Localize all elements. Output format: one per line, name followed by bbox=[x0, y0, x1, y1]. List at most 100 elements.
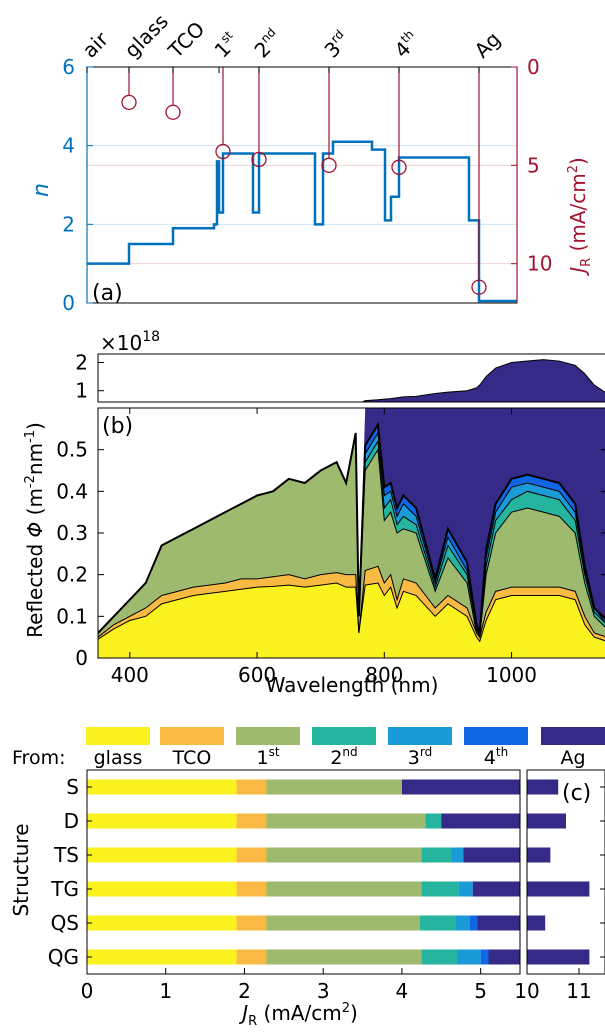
jr-x-tick-label: 5 bbox=[474, 979, 487, 1003]
panel-c-left-frame bbox=[86, 769, 521, 975]
legend-label-main: 1 bbox=[256, 747, 268, 769]
refractive-index-profile bbox=[87, 140, 517, 303]
panel-c-bars: SD TS TG QS QG bbox=[48, 775, 605, 969]
jr-x-close: ) bbox=[350, 1001, 358, 1025]
bar-TCO bbox=[236, 779, 267, 795]
legend-label: 1st bbox=[256, 745, 279, 769]
bar-Ag-right bbox=[527, 915, 546, 931]
layer-label: glass bbox=[120, 9, 173, 62]
legend-label-sup: nd bbox=[342, 745, 357, 759]
panel-b-label: (b) bbox=[102, 414, 133, 439]
n-tick-label: 4 bbox=[62, 134, 75, 158]
n-tick-label: 0 bbox=[62, 291, 75, 315]
layer-label: Ag bbox=[470, 27, 506, 63]
bar-1st bbox=[266, 949, 422, 965]
bar-TCO bbox=[236, 915, 267, 931]
jr-tick-label: 0 bbox=[527, 55, 540, 79]
bar-1st bbox=[266, 813, 426, 829]
bar-glass bbox=[87, 949, 237, 965]
structure-tick-label: D bbox=[64, 809, 79, 833]
jr-tick-label: 10 bbox=[527, 252, 552, 276]
jr-tick-label: 5 bbox=[527, 153, 540, 177]
bar-Ag-right bbox=[527, 949, 590, 965]
jr-marker bbox=[121, 94, 137, 111]
bar-TCO bbox=[236, 949, 267, 965]
panel-a-label: (a) bbox=[92, 281, 123, 306]
bar-2nd bbox=[421, 881, 459, 897]
legend-swatch bbox=[236, 727, 300, 745]
panel-a-grid bbox=[87, 66, 517, 304]
upper-multiplier-base: ×10 bbox=[100, 331, 142, 355]
legend-label-main: 2 bbox=[330, 747, 342, 769]
jr-axis-main: J bbox=[566, 267, 590, 277]
layer-label-main: air bbox=[78, 27, 114, 63]
bar-4th bbox=[469, 915, 478, 931]
reflected-flux-axis-label: Reflected Φ (m-2nm-1) bbox=[23, 422, 47, 638]
jr-x-sup: 2 bbox=[342, 1001, 350, 1016]
legend-label: Ag bbox=[560, 747, 585, 769]
jr-axis-unit: (mA/cm bbox=[566, 173, 590, 258]
legend-label-main: glass bbox=[94, 747, 143, 769]
panel-c-label: (c) bbox=[562, 781, 591, 806]
panel-b-upper-frame bbox=[97, 353, 605, 403]
panel-c-ticks: 0 1 2 3 4 5 10 11 bbox=[81, 968, 592, 1003]
panel-b-upper-plot bbox=[98, 359, 605, 402]
bar-glass bbox=[87, 915, 237, 931]
flux-tick-label: 0.4 bbox=[56, 479, 88, 503]
jr-axis-sub: R bbox=[579, 258, 594, 267]
jr-marker bbox=[391, 159, 407, 175]
n-tick-label: 6 bbox=[62, 55, 75, 79]
bar-Ag-left bbox=[463, 847, 520, 863]
layer-label: 2nd bbox=[249, 25, 286, 62]
bar-Ag-left bbox=[488, 949, 520, 965]
bar-3rd bbox=[457, 949, 481, 965]
bar-Ag-right bbox=[527, 813, 566, 829]
panel-c-right-frame bbox=[526, 769, 605, 975]
jr-axis-close: ) bbox=[566, 157, 590, 165]
legend-label-sup: st bbox=[269, 745, 280, 759]
flux-area-glass bbox=[98, 583, 605, 658]
upper-multiplier: ×1018 bbox=[100, 329, 160, 355]
legend-label: 2nd bbox=[330, 745, 357, 769]
bar-3rd bbox=[458, 881, 473, 897]
legend-swatch bbox=[312, 727, 376, 745]
legend-swatch bbox=[86, 727, 150, 745]
flux-label-sup2: -1 bbox=[23, 430, 38, 443]
legend-label: TCO bbox=[172, 747, 212, 769]
layer-label: 4th bbox=[389, 27, 424, 62]
structure-tick-label: QG bbox=[48, 945, 79, 969]
bar-Ag-left bbox=[472, 881, 520, 897]
panel-a-frame bbox=[86, 66, 518, 304]
structure-tick-label: TG bbox=[50, 877, 79, 901]
wavelength-axis-label: Wavelength (nm) bbox=[266, 673, 439, 697]
bar-Ag-right bbox=[527, 881, 590, 897]
structure-tick-label: TS bbox=[53, 843, 79, 867]
bar-Ag-left bbox=[441, 813, 520, 829]
jr-x-tick-label-right: 11 bbox=[566, 979, 591, 1003]
wavelength-tick-label: 600 bbox=[238, 663, 276, 687]
upper-tick-label: 1 bbox=[75, 379, 88, 403]
bar-glass bbox=[87, 881, 237, 897]
bar-2nd bbox=[421, 949, 458, 965]
legend-label-sup: th bbox=[496, 745, 508, 759]
jr-marker bbox=[321, 157, 337, 173]
bar-2nd bbox=[425, 813, 442, 829]
flux-tick-label: 0.1 bbox=[56, 604, 88, 628]
wavelength-tick-label: 800 bbox=[365, 663, 403, 687]
flux-label-unit: (m bbox=[23, 488, 47, 522]
jr-x-tick-label: 4 bbox=[396, 979, 409, 1003]
bar-glass bbox=[87, 847, 237, 863]
bar-3rd bbox=[455, 915, 470, 931]
bar-1st bbox=[266, 881, 422, 897]
jr-x-tick-label: 2 bbox=[238, 979, 251, 1003]
layer-label: air bbox=[78, 27, 114, 63]
legend-swatch bbox=[160, 727, 224, 745]
panel-b-main-plot bbox=[98, 408, 605, 658]
bar-3rd bbox=[451, 847, 464, 863]
n-axis-label: n bbox=[29, 183, 54, 197]
flux-label-close: ) bbox=[23, 422, 47, 430]
legend-label-main: TCO bbox=[172, 747, 212, 769]
bar-1st bbox=[266, 779, 402, 795]
bar-Ag-right bbox=[527, 847, 551, 863]
